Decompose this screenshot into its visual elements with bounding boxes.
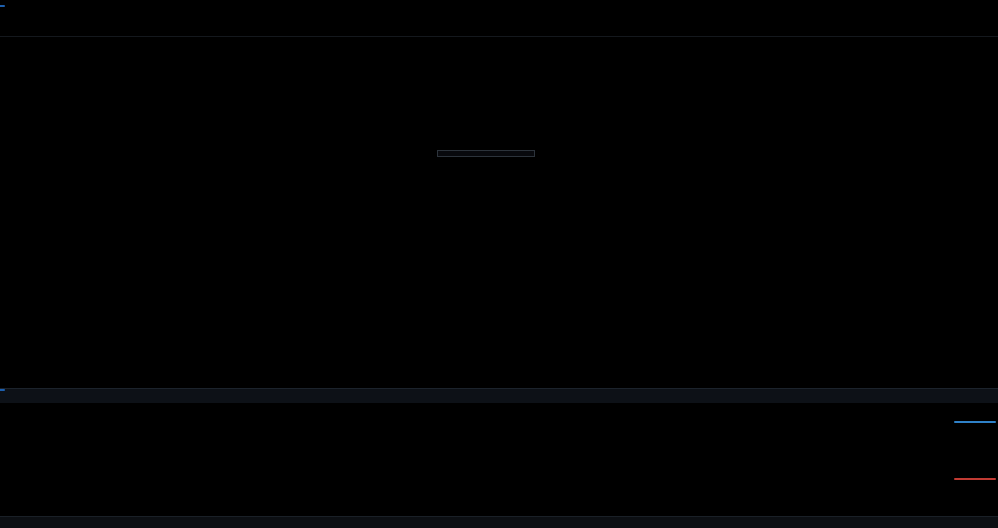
time-axis[interactable] [0,388,998,403]
macd-indicator-label [438,404,443,414]
crosshair-date-label [0,389,5,391]
top-strip [0,0,998,37]
top-crosshair-badge [0,5,5,7]
price-axis[interactable] [0,36,998,388]
rsi-panel-canvas[interactable] [0,458,998,516]
rsi-axis-badge [954,478,996,480]
macd-panel-canvas[interactable] [0,402,998,458]
macd-axis-badge [954,421,996,423]
data-window-tooltip [437,150,535,157]
bottom-toolbar [0,516,998,528]
rsi-indicator-labels [466,462,471,481]
